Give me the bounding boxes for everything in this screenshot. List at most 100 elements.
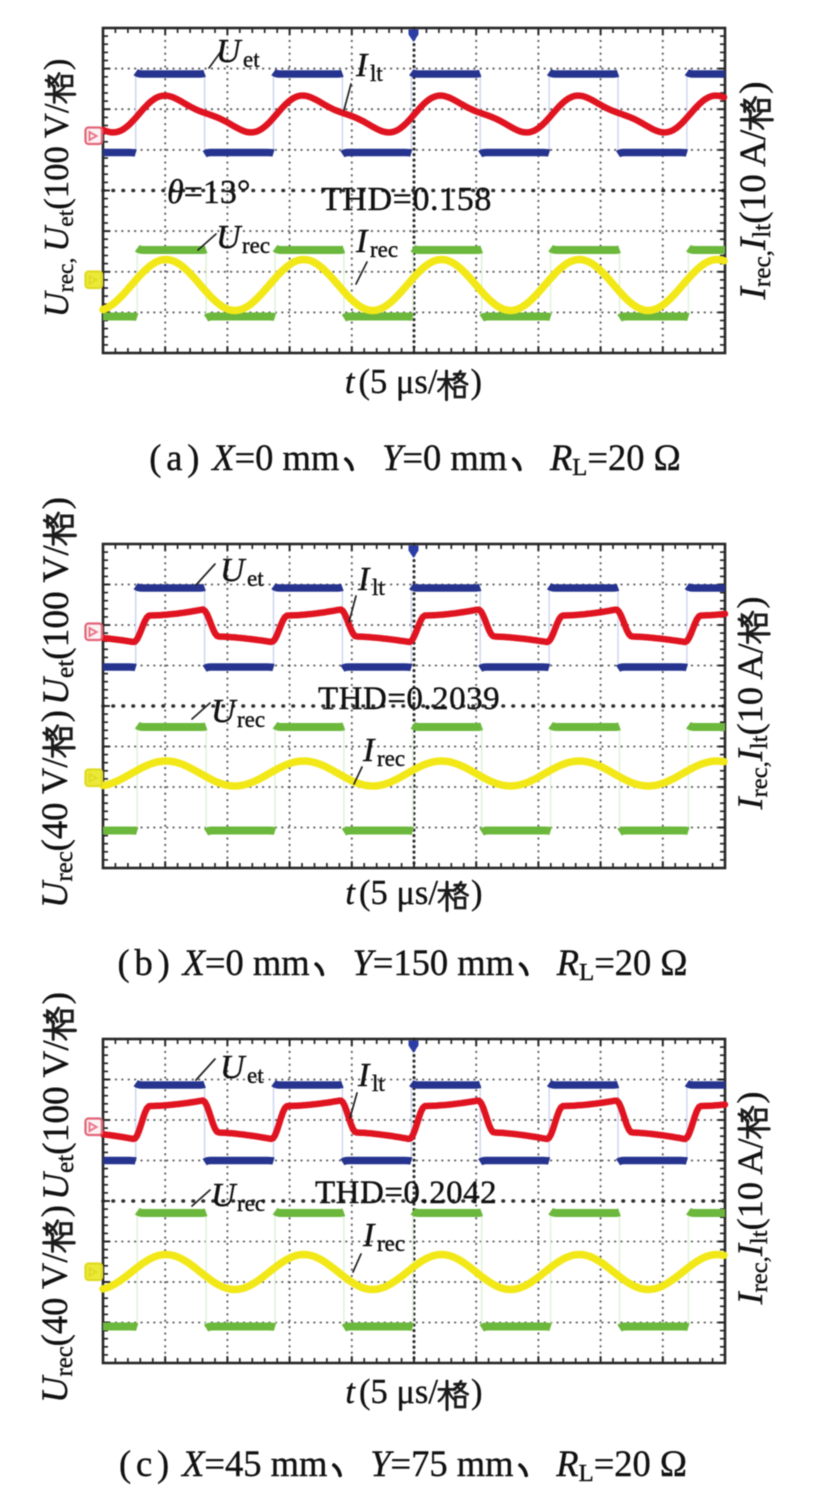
svg-text:): ) [471, 1373, 483, 1411]
svg-text:rec: rec [242, 233, 270, 258]
svg-text:rec,: rec, [749, 250, 776, 287]
svg-text:(40 V/: (40 V/ [34, 757, 75, 852]
svg-text:I: I [730, 747, 770, 762]
svg-text:(5: (5 [359, 1373, 388, 1411]
svg-text:U: U [36, 1170, 77, 1200]
svg-text:et: et [51, 660, 79, 678]
svg-text:): ) [158, 942, 170, 983]
svg-text:I: I [357, 561, 371, 598]
svg-text:I: I [362, 1217, 376, 1254]
svg-text:lt: lt [746, 1230, 773, 1244]
svg-text:μs/: μs/ [396, 363, 438, 401]
svg-text:L: L [572, 454, 587, 481]
svg-text:(100 V/: (100 V/ [36, 545, 77, 660]
svg-text:I: I [733, 236, 774, 251]
svg-text:et: et [243, 47, 260, 72]
svg-text:I: I [730, 796, 770, 811]
svg-text:c: c [136, 1443, 152, 1484]
svg-text:I: I [355, 223, 369, 260]
svg-text:=20 Ω: =20 Ω [587, 437, 680, 478]
svg-text:rec: rec [377, 746, 405, 771]
svg-text:μs/: μs/ [396, 1373, 438, 1411]
svg-text:rec,: rec, [746, 761, 773, 797]
svg-text:(10 A/: (10 A/ [730, 643, 770, 736]
svg-text:): ) [730, 1091, 770, 1103]
svg-text:U: U [34, 1374, 75, 1403]
svg-text:X: X [181, 942, 207, 983]
svg-text:et: et [247, 566, 264, 591]
svg-text:rec,: rec, [53, 258, 79, 293]
svg-text:rec: rec [377, 1231, 405, 1256]
svg-text:THD=0.2039: THD=0.2039 [318, 681, 500, 717]
svg-text:a: a [166, 437, 182, 478]
svg-text:(10 A/: (10 A/ [733, 129, 774, 224]
svg-text:=150 mm: =150 mm [373, 942, 514, 983]
svg-text:(5: (5 [359, 874, 388, 912]
svg-text:=45 mm: =45 mm [204, 1443, 327, 1484]
svg-text:X: X [210, 437, 236, 478]
svg-text:(: ( [149, 437, 161, 478]
svg-text:=0 mm: =0 mm [402, 437, 507, 478]
svg-text:L: L [579, 959, 594, 986]
svg-text:θ: θ [167, 174, 184, 211]
svg-text:t: t [345, 363, 356, 401]
svg-text:I: I [733, 286, 774, 301]
svg-text:=20 Ω: =20 Ω [594, 942, 687, 983]
svg-text:lt: lt [746, 735, 773, 749]
svg-text:R: R [555, 1443, 578, 1484]
svg-text:U: U [220, 552, 247, 589]
svg-text:(100 V/: (100 V/ [37, 103, 76, 210]
svg-text:=20 Ω: =20 Ω [594, 1443, 687, 1484]
svg-text:U: U [36, 675, 77, 705]
svg-text:lt: lt [370, 61, 383, 86]
svg-text:U: U [211, 1177, 238, 1214]
svg-text:THD=0.158: THD=0.158 [321, 181, 492, 218]
svg-text:rec: rec [370, 237, 398, 262]
svg-text:μs/: μs/ [396, 874, 438, 912]
svg-text:(100 V/: (100 V/ [36, 1040, 77, 1155]
svg-text:(: ( [118, 942, 130, 983]
svg-text:b: b [135, 942, 153, 983]
svg-text:I: I [362, 732, 376, 769]
svg-text:et: et [51, 1155, 79, 1173]
svg-text:(40 V/: (40 V/ [34, 1252, 75, 1347]
svg-text:lt: lt [749, 224, 776, 238]
svg-text:rec: rec [51, 1346, 78, 1376]
svg-text:U: U [216, 219, 243, 256]
svg-text:U: U [37, 290, 76, 317]
svg-text:): ) [187, 437, 199, 478]
svg-text:U: U [37, 225, 76, 252]
svg-text:rec: rec [51, 851, 78, 881]
svg-text:U: U [211, 693, 238, 730]
svg-text:(: ( [119, 1443, 131, 1484]
svg-text:X: X [180, 1443, 206, 1484]
svg-text:L: L [579, 1460, 594, 1487]
svg-text:Y: Y [353, 942, 377, 983]
svg-text:): ) [157, 1443, 169, 1484]
svg-text:): ) [733, 82, 774, 94]
svg-text:): ) [471, 874, 483, 912]
svg-text:t: t [345, 1373, 356, 1411]
svg-text:I: I [730, 1291, 770, 1306]
svg-text:U: U [220, 1049, 247, 1086]
svg-text:): ) [34, 1205, 75, 1217]
svg-text:rec: rec [237, 707, 265, 732]
svg-text:=75 mm: =75 mm [391, 1443, 514, 1484]
svg-text:(10 A/: (10 A/ [730, 1138, 770, 1231]
svg-text:(5: (5 [359, 363, 388, 401]
svg-text:I: I [355, 47, 369, 84]
svg-text:rec,: rec, [746, 1256, 773, 1292]
svg-text:): ) [34, 710, 75, 722]
svg-text:R: R [556, 942, 579, 983]
svg-text:U: U [216, 33, 243, 70]
svg-text:THD=0.2042: THD=0.2042 [315, 1175, 497, 1211]
svg-text:R: R [549, 437, 572, 478]
svg-text:): ) [36, 497, 77, 509]
svg-text:lt: lt [372, 1071, 385, 1096]
svg-text:lt: lt [372, 575, 385, 600]
svg-text:): ) [36, 992, 77, 1004]
svg-text:): ) [471, 363, 483, 401]
svg-text:=0 mm: =0 mm [205, 942, 310, 983]
svg-text:rec: rec [237, 1191, 265, 1216]
svg-text:): ) [730, 596, 770, 608]
